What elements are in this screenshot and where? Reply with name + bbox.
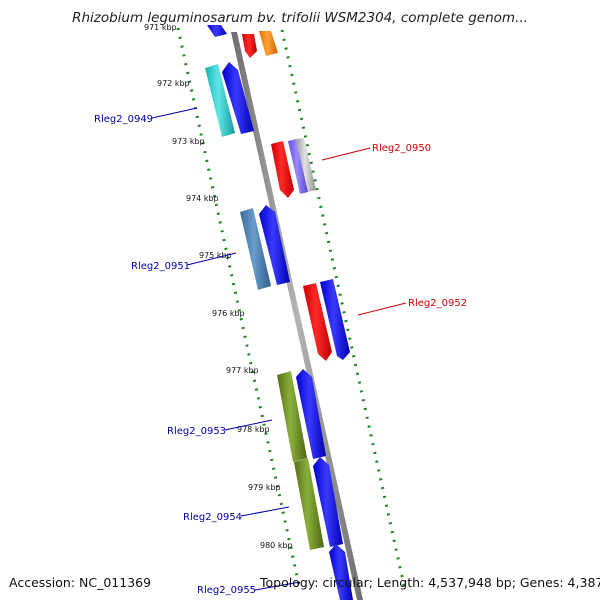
gene-rleg2-0953[interactable] [277, 371, 307, 462]
backbone-line [231, 32, 363, 600]
tick-labels: 971 kbp 972 kbp 973 kbp 974 kbp 975 kbp … [144, 23, 293, 550]
leader-rleg2-0950 [321, 147, 371, 161]
gene-label-rleg2-0949[interactable]: Rleg2_0949 [94, 114, 153, 125]
gene-label-rleg2-0953[interactable]: Rleg2_0953 [167, 426, 226, 437]
accession-text: Accession: NC_011369 [9, 575, 152, 590]
gene-rleg2-0954[interactable] [294, 458, 324, 550]
tick-label: 973 kbp [172, 137, 205, 146]
gene-label-rleg2-0955[interactable]: Rleg2_0955 [197, 585, 256, 596]
gene-cds-blue-1[interactable] [222, 62, 254, 134]
tick-label: 974 kbp [186, 194, 219, 203]
tick-label: 972 kbp [157, 79, 190, 88]
gene-rleg2-0949[interactable] [205, 64, 235, 137]
gene-rleg2-0955[interactable] [329, 544, 353, 600]
gene-rleg2-0951[interactable] [240, 208, 271, 290]
gene-top-red[interactable] [242, 34, 257, 58]
tick-label: 976 kbp [212, 309, 245, 318]
gene-cds-blue-4[interactable] [313, 457, 343, 547]
gene-label-rleg2-0950[interactable]: Rleg2_0950 [372, 143, 431, 154]
tick-label: 975 kbp [199, 251, 232, 260]
gene-rleg2-0952-blue[interactable] [320, 279, 350, 360]
leader-rleg2-0951 [186, 252, 237, 266]
gene-label-rleg2-0952[interactable]: Rleg2_0952 [408, 298, 467, 309]
gene-rleg2-0950-red[interactable] [271, 141, 294, 198]
leader-rleg2-0952 [357, 302, 407, 316]
tick-label: 977 kbp [226, 366, 259, 375]
gene-label-rleg2-0954[interactable]: Rleg2_0954 [183, 512, 242, 523]
gene-rleg2-0952-red[interactable] [303, 283, 332, 361]
gene-top-blue-partial[interactable] [207, 25, 227, 37]
label-leader-lines [151, 107, 407, 591]
leader-rleg2-0953 [224, 419, 273, 431]
gene-cds-blue-2[interactable] [259, 205, 290, 285]
leader-rleg2-0949 [151, 107, 198, 119]
tick-label: 978 kbp [237, 425, 270, 434]
gene-cds-blue-3[interactable] [296, 369, 326, 459]
gene-rleg2-0950-silver[interactable] [296, 138, 316, 192]
leader-rleg2-0955 [254, 581, 301, 591]
tick-label: 979 kbp [248, 483, 281, 492]
gene-top-orange[interactable] [259, 31, 278, 56]
gene-rleg2-0950-slate[interactable] [288, 139, 308, 194]
tick-label: 971 kbp [144, 23, 177, 32]
right-dotted-guide [280, 29, 407, 591]
tick-label: 980 kbp [260, 541, 293, 550]
genome-summary-text: Topology: circular; Length: 4,537,948 bp… [260, 575, 600, 590]
map-title: Rhizobium leguminosarum bv. trifolii WSM… [72, 10, 528, 26]
leader-rleg2-0954 [240, 506, 290, 517]
gene-label-rleg2-0951[interactable]: Rleg2_0951 [131, 261, 190, 272]
